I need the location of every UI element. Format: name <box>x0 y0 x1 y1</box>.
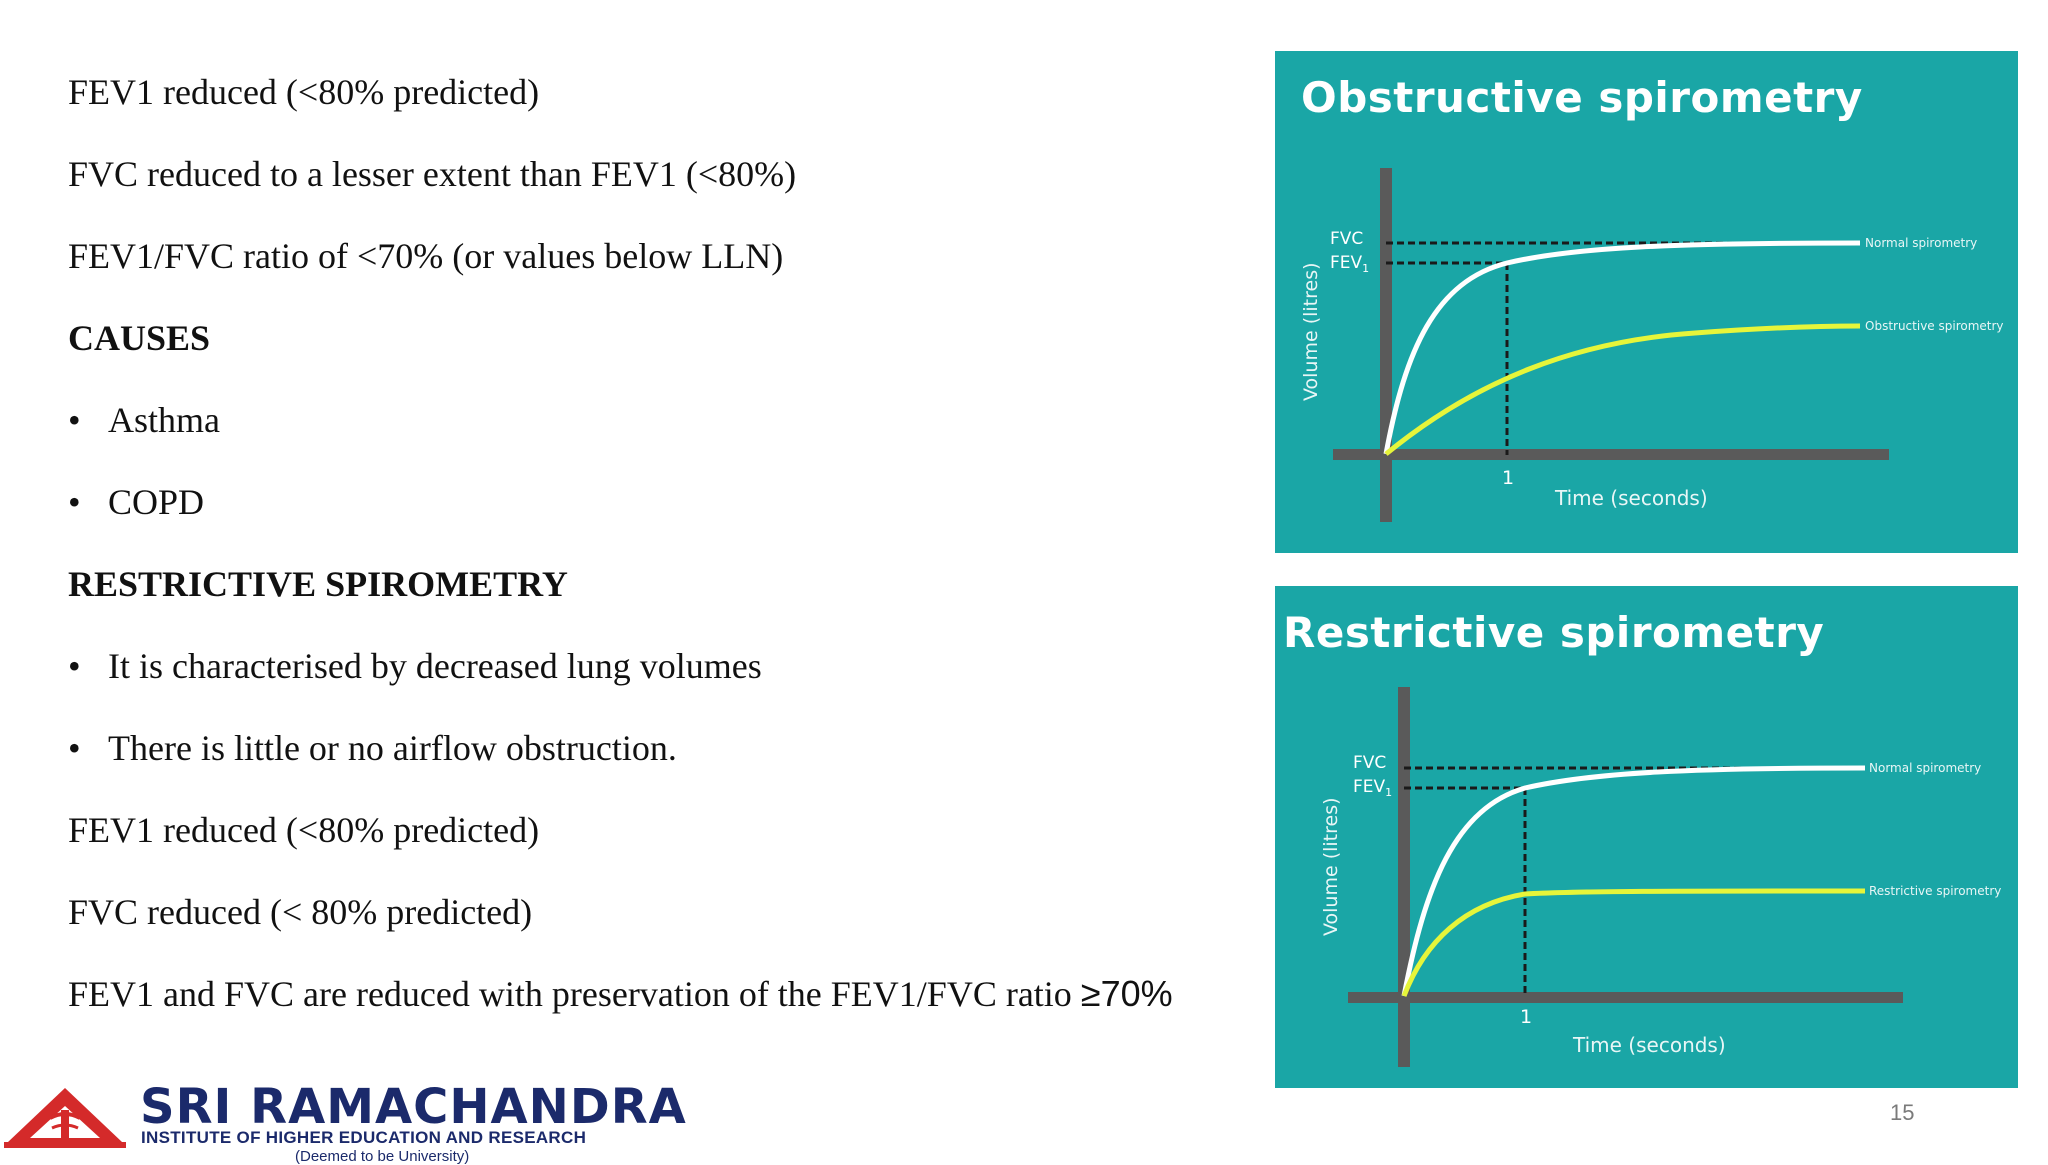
x-axis <box>1348 992 1903 1003</box>
logo-subtitle: INSTITUTE OF HIGHER EDUCATION AND RESEAR… <box>141 1128 587 1147</box>
x-tick-label: 1 <box>1502 467 1514 489</box>
y-axis <box>1398 687 1410 1067</box>
bullet-icon: • <box>68 646 81 686</box>
bullet-item: • Asthma <box>68 400 220 440</box>
restrictive-heading: RESTRICTIVE SPIROMETRY <box>68 564 568 604</box>
text-line: FEV1/FVC ratio of <70% (or values below … <box>68 236 784 276</box>
obstructive-diagram: FVC FEV1 Normal spirometry Obstructive s… <box>1300 168 2004 522</box>
text-line: FVC reduced (< 80% predicted) <box>68 892 533 932</box>
figure-title: Obstructive spirometry <box>1301 73 1863 122</box>
normal-spirometry-label: Normal spirometry <box>1865 236 1977 250</box>
y-axis <box>1380 168 1392 522</box>
y-axis-label: Volume (litres) <box>1320 797 1342 936</box>
bullet-icon: • <box>68 400 81 440</box>
emblem-icon <box>4 1088 126 1148</box>
x-axis-label: Time (seconds) <box>1572 1033 1726 1057</box>
text-line: FEV1 reduced (<80% predicted) <box>68 810 540 850</box>
normal-spirometry-label: Normal spirometry <box>1869 761 1981 775</box>
bullet-item: • COPD <box>68 482 205 522</box>
normal-spirometry-curve <box>1383 240 1861 455</box>
fev1-label: FEV1 <box>1330 253 1369 275</box>
university-logo: SRI RAMACHANDRA INSTITUTE OF HIGHER EDUC… <box>0 1079 700 1165</box>
text-line: FEV1 reduced (<80% predicted) <box>68 72 540 112</box>
text-line: FVC reduced to a lesser extent than FEV1… <box>68 154 797 194</box>
y-axis-label: Volume (litres) <box>1300 262 1322 401</box>
bullet-item: • There is little or no airflow obstruct… <box>68 728 677 768</box>
slide-text: FEV1 reduced (<80% predicted) FVC reduce… <box>68 70 1268 1054</box>
normal-spirometry-curve <box>1401 765 1866 997</box>
causes-heading: CAUSES <box>68 318 211 358</box>
obstructive-spirometry-curve <box>1384 323 1861 456</box>
restrictive-spirometry-figure: FVC FEV1 Normal spirometry Restrictive s… <box>1275 586 2018 1088</box>
fvc-label: FVC <box>1353 753 1386 773</box>
bullet-icon: • <box>68 482 81 522</box>
x-axis-label: Time (seconds) <box>1554 486 1708 510</box>
logo-deemed: (Deemed to be University) <box>295 1148 470 1165</box>
logo-name: SRI RAMACHANDRA <box>140 1079 687 1135</box>
restrictive-diagram: FVC FEV1 Normal spirometry Restrictive s… <box>1320 687 2001 1067</box>
restrictive-spirometry-label: Restrictive spirometry <box>1869 884 2001 898</box>
bullet-item: • It is characterised by decreased lung … <box>68 646 762 686</box>
obstructive-spirometry-label: Obstructive spirometry <box>1865 319 2004 333</box>
text-line: FEV1 and FVC are reduced with preservati… <box>68 973 1173 1014</box>
fev1-label: FEV1 <box>1353 777 1392 799</box>
restrictive-spirometry-curve <box>1401 888 1866 997</box>
fvc-label: FVC <box>1330 229 1363 249</box>
page-number: 15 <box>1890 1100 1915 1125</box>
x-tick-label: 1 <box>1520 1006 1532 1028</box>
figure-title: Restrictive spirometry <box>1283 608 1825 657</box>
x-axis <box>1333 449 1889 460</box>
obstructive-spirometry-figure: FVC FEV1 Normal spirometry Obstructive s… <box>1275 51 2018 553</box>
bullet-icon: • <box>68 728 81 768</box>
